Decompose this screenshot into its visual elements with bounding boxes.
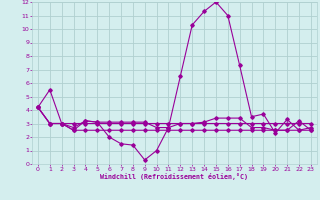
- X-axis label: Windchill (Refroidissement éolien,°C): Windchill (Refroidissement éolien,°C): [100, 173, 248, 180]
